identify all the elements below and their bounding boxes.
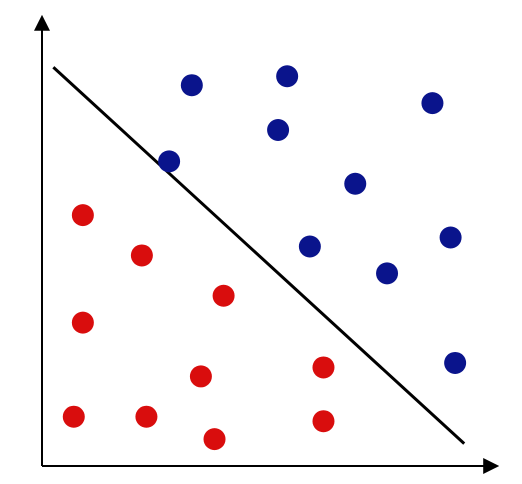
red-class-point (71, 204, 94, 227)
red-class-point (135, 405, 158, 428)
blue-class-point (439, 226, 462, 249)
red-class-point (62, 405, 85, 428)
red-class-point (212, 284, 235, 307)
decision-boundary-line (52, 66, 466, 445)
blue-class-point (276, 65, 299, 88)
red-class-point (71, 311, 94, 334)
red-class-point (189, 365, 212, 388)
blue-class-point (421, 92, 444, 115)
blue-class-point (344, 172, 367, 195)
red-class-point (130, 244, 153, 267)
red-class-point (203, 428, 226, 451)
red-class-point (312, 356, 335, 379)
blue-class-point (444, 351, 467, 374)
blue-class-point (376, 262, 399, 285)
blue-class-point (158, 150, 181, 173)
blue-class-point (298, 235, 321, 258)
data-points (62, 65, 467, 451)
blue-class-point (267, 119, 290, 141)
blue-class-point (180, 74, 203, 97)
red-class-point (312, 410, 335, 433)
